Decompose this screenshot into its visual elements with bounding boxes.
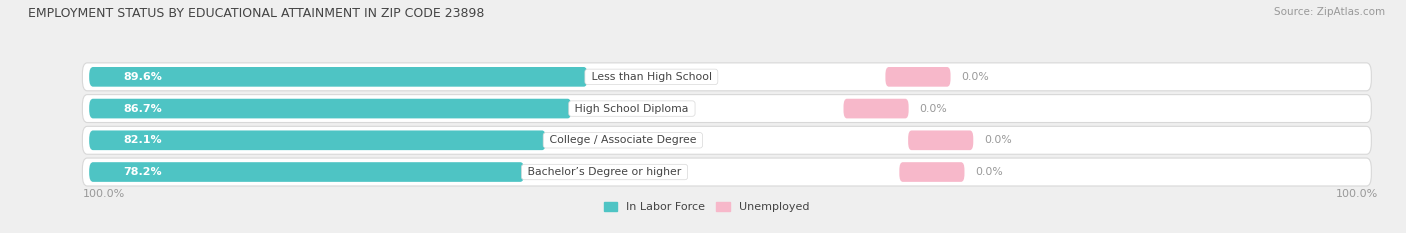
FancyBboxPatch shape xyxy=(886,67,950,87)
Text: 100.0%: 100.0% xyxy=(83,188,125,199)
Text: Bachelor’s Degree or higher: Bachelor’s Degree or higher xyxy=(524,167,685,177)
Text: 0.0%: 0.0% xyxy=(962,72,990,82)
Text: 89.6%: 89.6% xyxy=(124,72,162,82)
Text: 82.1%: 82.1% xyxy=(124,135,162,145)
Text: EMPLOYMENT STATUS BY EDUCATIONAL ATTAINMENT IN ZIP CODE 23898: EMPLOYMENT STATUS BY EDUCATIONAL ATTAINM… xyxy=(28,7,485,20)
Text: 86.7%: 86.7% xyxy=(124,103,162,113)
FancyBboxPatch shape xyxy=(900,162,965,182)
Text: 0.0%: 0.0% xyxy=(976,167,1002,177)
Text: 0.0%: 0.0% xyxy=(984,135,1012,145)
FancyBboxPatch shape xyxy=(89,130,546,150)
FancyBboxPatch shape xyxy=(89,67,588,87)
Text: Less than High School: Less than High School xyxy=(588,72,716,82)
Text: 100.0%: 100.0% xyxy=(1336,188,1378,199)
Text: 78.2%: 78.2% xyxy=(124,167,162,177)
FancyBboxPatch shape xyxy=(83,95,1371,123)
FancyBboxPatch shape xyxy=(83,63,1371,91)
Text: College / Associate Degree: College / Associate Degree xyxy=(546,135,700,145)
Text: Source: ZipAtlas.com: Source: ZipAtlas.com xyxy=(1274,7,1385,17)
FancyBboxPatch shape xyxy=(844,99,908,118)
FancyBboxPatch shape xyxy=(89,162,524,182)
Legend: In Labor Force, Unemployed: In Labor Force, Unemployed xyxy=(605,202,808,212)
FancyBboxPatch shape xyxy=(83,158,1371,186)
FancyBboxPatch shape xyxy=(89,99,571,118)
Text: High School Diploma: High School Diploma xyxy=(571,103,692,113)
FancyBboxPatch shape xyxy=(908,130,973,150)
Text: 0.0%: 0.0% xyxy=(920,103,948,113)
FancyBboxPatch shape xyxy=(83,126,1371,154)
